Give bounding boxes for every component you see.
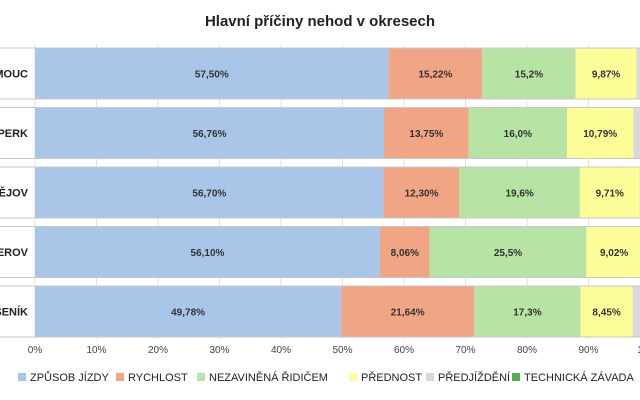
category-label: PERK xyxy=(0,128,28,140)
legend-label: TECHNICKÁ ZÁVADA xyxy=(524,371,634,384)
legend-swatch xyxy=(512,373,520,381)
data-label: 25,5% xyxy=(494,248,522,259)
bar-rows: 57,50% 15,22% 15,2% 9,87% MOUC 56,76% 13,75% 16… xyxy=(0,47,640,338)
data-label: 16,0% xyxy=(504,129,532,140)
legend-item: TECHNICKÁ ZÁVADA xyxy=(512,371,634,384)
data-label: 8,06% xyxy=(391,248,419,259)
data-label: 56,70% xyxy=(192,189,226,200)
category-label: ĚJOV xyxy=(0,187,29,200)
data-label: 9,02% xyxy=(600,248,628,259)
category-label: SENÍK xyxy=(0,306,28,319)
x-tick-label: 100% xyxy=(637,345,640,356)
data-label: 12,30% xyxy=(405,189,439,200)
bar-segment xyxy=(586,226,640,278)
x-tick-label: 0% xyxy=(28,345,43,356)
bar-segment xyxy=(580,286,633,337)
legend-item: PŘEDNOST xyxy=(349,371,422,384)
category-label: EROV xyxy=(0,247,29,259)
data-label: 10,79% xyxy=(583,129,617,140)
legend-label: PŘEDJÍŽDĚNÍ xyxy=(438,371,511,384)
bar-segment xyxy=(341,286,475,337)
bar-segment xyxy=(474,286,581,337)
bar-row: 56,76% 13,75% 16,0% 10,79% PERK xyxy=(0,107,640,159)
data-label: 13,75% xyxy=(409,129,443,140)
legend-label: NEZAVINĚNÁ ŘIDIČEM xyxy=(209,371,328,384)
legend-item: RYCHLOST xyxy=(116,372,188,384)
data-label: 15,2% xyxy=(515,70,543,81)
data-label: 17,3% xyxy=(513,308,541,319)
bar-segment xyxy=(632,286,640,337)
row-frame xyxy=(0,226,640,278)
row-frame xyxy=(0,166,640,219)
bar-segment xyxy=(35,286,342,337)
bar-row: 57,50% 15,22% 15,2% 9,87% MOUC xyxy=(0,47,640,100)
legend-label: PŘEDNOST xyxy=(361,371,422,384)
bar-row: 49,78% 21,64% 17,3% 8,45% SENÍK xyxy=(0,285,640,338)
legend-label: RYCHLOST xyxy=(128,372,188,384)
bar-segment xyxy=(380,226,430,278)
row-frame xyxy=(0,285,640,338)
row-frame xyxy=(0,47,640,100)
bar-segment xyxy=(35,167,384,218)
x-tick-label: 20% xyxy=(148,345,168,356)
bar-segment xyxy=(482,48,576,99)
legend-swatch xyxy=(197,373,205,381)
bar-segment xyxy=(575,48,637,99)
bar-segment xyxy=(459,167,580,218)
bar-segment xyxy=(429,226,587,278)
legend-item: NEZAVINĚNÁ ŘIDIČEM xyxy=(197,371,328,384)
bar-segment xyxy=(636,48,640,99)
x-tick-label: 40% xyxy=(271,345,291,356)
row-frame xyxy=(0,107,640,159)
bar-row: 56,70% 12,30% 19,6% 9,71% ĚJOV xyxy=(0,166,640,219)
bar-segment xyxy=(35,107,385,159)
x-tick-label: 90% xyxy=(578,345,598,356)
bar-segment xyxy=(384,107,469,159)
data-label: 8,45% xyxy=(592,308,620,319)
category-label: MOUC xyxy=(0,69,28,81)
data-label: 21,64% xyxy=(391,308,425,319)
chart-title: Hlavní příčiny nehod v okresech xyxy=(205,13,435,30)
bar-row: 56,10% 8,06% 25,5% 9,02% EROV xyxy=(0,226,640,278)
legend-swatch xyxy=(426,373,434,381)
x-tick-label: 80% xyxy=(517,345,537,356)
legend-swatch xyxy=(349,373,357,381)
data-label: 56,10% xyxy=(191,248,225,259)
bar-segment xyxy=(35,226,381,278)
legend-swatch xyxy=(116,373,124,381)
x-axis: 0% 10% 20% 30% 40% 50% 60% 70% 80% 90% 100% xyxy=(28,345,640,356)
data-label: 49,78% xyxy=(171,308,205,319)
legend-item: ZPŮSOB JÍZDY xyxy=(18,371,110,384)
legend-label: ZPŮSOB JÍZDY xyxy=(30,371,110,384)
bar-segment xyxy=(388,48,483,99)
data-label: 56,76% xyxy=(193,129,227,140)
legend-swatch xyxy=(18,373,26,381)
x-tick-label: 30% xyxy=(209,345,229,356)
legend-item: PŘEDJÍŽDĚNÍ xyxy=(426,371,511,384)
bar-segment xyxy=(633,107,640,159)
bar-segment xyxy=(579,167,640,218)
bar-segment xyxy=(35,48,389,99)
bar-segment xyxy=(383,167,460,218)
data-label: 15,22% xyxy=(418,70,452,81)
data-label: 57,50% xyxy=(195,70,229,81)
data-label: 9,87% xyxy=(592,70,620,81)
x-tick-label: 60% xyxy=(394,345,414,356)
data-label: 9,71% xyxy=(596,189,624,200)
legend: ZPŮSOB JÍZDY RYCHLOST NEZAVINĚNÁ ŘIDIČEM PŘ… xyxy=(18,371,634,384)
bar-segment xyxy=(567,107,634,159)
data-label: 19,6% xyxy=(505,189,533,200)
x-tick-label: 50% xyxy=(332,345,352,356)
x-tick-label: 10% xyxy=(86,345,106,356)
bar-segment xyxy=(468,107,568,159)
x-tick-label: 70% xyxy=(455,345,475,356)
